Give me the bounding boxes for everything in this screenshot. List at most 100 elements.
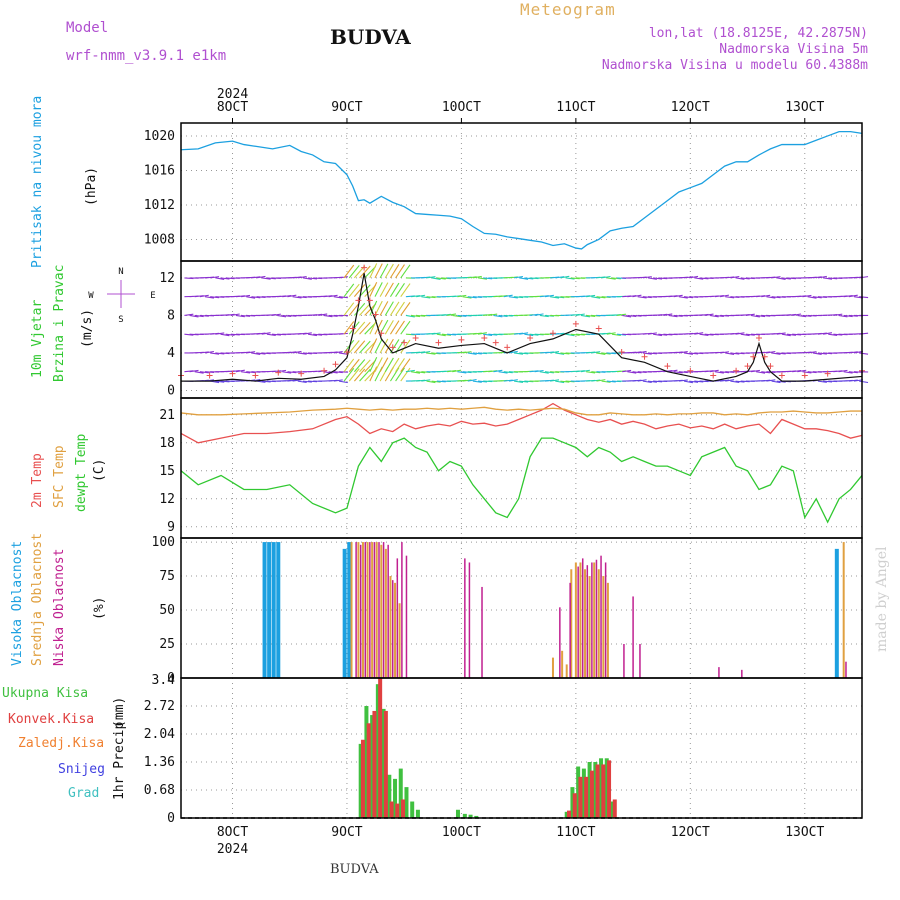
precip-convective-bar bbox=[389, 801, 394, 818]
temp-dewpt-line bbox=[180, 437, 863, 524]
wind-gust-marker bbox=[401, 339, 408, 346]
wind-barb bbox=[241, 371, 251, 374]
wind-barb bbox=[565, 277, 575, 280]
wind-barb bbox=[374, 263, 383, 279]
wind-barb bbox=[359, 303, 371, 316]
wind-barb bbox=[503, 294, 513, 298]
wind-barb bbox=[580, 314, 590, 318]
wind-barb bbox=[596, 379, 606, 382]
wind-gust-marker bbox=[389, 344, 396, 351]
wind-barb bbox=[627, 371, 637, 374]
wind-barb bbox=[859, 332, 869, 335]
precip-convective-bar bbox=[578, 776, 583, 818]
wind-barb bbox=[859, 380, 869, 384]
wind-barb bbox=[539, 314, 549, 318]
wind-barb bbox=[436, 277, 446, 280]
panel-frame bbox=[180, 260, 863, 399]
wind-barb bbox=[694, 380, 704, 383]
wind-barb bbox=[709, 314, 719, 318]
cloud-high-bar bbox=[342, 548, 347, 678]
wind-barb bbox=[750, 314, 760, 318]
wind-gust-marker bbox=[755, 334, 762, 341]
cloud-high-bar bbox=[262, 542, 267, 678]
wind-barb bbox=[395, 367, 405, 382]
wind-barb bbox=[678, 379, 688, 382]
wind-barb bbox=[498, 314, 508, 318]
cloud-low-bar bbox=[845, 661, 847, 678]
pressure-ytick: 1020 bbox=[144, 129, 175, 144]
wind-barb bbox=[756, 314, 766, 318]
precip-total-bar bbox=[599, 758, 604, 818]
wind-barb bbox=[210, 296, 220, 299]
wind-barb bbox=[447, 313, 457, 316]
wind-barb bbox=[277, 314, 287, 318]
wind-barb bbox=[338, 352, 348, 355]
wind-barb bbox=[637, 379, 647, 382]
pressure-ytick: 1012 bbox=[144, 198, 175, 213]
wind-barb bbox=[859, 296, 869, 299]
pressure-ytick: 1016 bbox=[144, 163, 175, 178]
wind-barb bbox=[431, 380, 441, 383]
wind-barb bbox=[637, 350, 647, 354]
wind-barb bbox=[287, 351, 297, 354]
precip-total-bar bbox=[474, 815, 479, 818]
wind-barb bbox=[379, 263, 389, 279]
wind-barb bbox=[359, 321, 371, 335]
wind-barb bbox=[389, 282, 400, 297]
wind-barb bbox=[807, 371, 817, 374]
wind-barb bbox=[550, 379, 560, 382]
wind-barb bbox=[323, 314, 333, 318]
wind-barb bbox=[184, 313, 194, 316]
temp-sfc-line bbox=[180, 406, 862, 416]
precip-total-bar bbox=[462, 813, 467, 818]
wind-gust-marker bbox=[687, 367, 694, 374]
precip-ytick: 1.36 bbox=[144, 755, 175, 770]
wind-barb bbox=[333, 379, 343, 382]
wind-barb bbox=[472, 352, 482, 355]
wind-gust-marker bbox=[549, 330, 556, 337]
wind-barb bbox=[472, 275, 482, 279]
wind-barb bbox=[472, 332, 482, 335]
wind-barb bbox=[483, 277, 493, 280]
wind-barb bbox=[642, 276, 652, 279]
wind-barb bbox=[343, 302, 355, 316]
wind-barb bbox=[513, 380, 524, 384]
wind-barb bbox=[709, 369, 719, 373]
wind-barb bbox=[184, 333, 194, 336]
wind-barb bbox=[637, 296, 647, 299]
wind-barb bbox=[302, 352, 312, 355]
wind-barb bbox=[256, 352, 266, 355]
wind-gust-marker bbox=[572, 320, 579, 327]
wind-gust-marker bbox=[492, 339, 499, 346]
x-tick-top: 10OCT bbox=[442, 100, 481, 115]
precip-total-bar bbox=[398, 768, 403, 818]
wind-barb bbox=[653, 277, 663, 280]
wind-barb bbox=[353, 284, 366, 298]
x-tick-bottom: 13OCT bbox=[785, 825, 824, 840]
wind-barb bbox=[673, 294, 683, 298]
cloud-high-bar bbox=[267, 542, 272, 678]
cloud-mid-bar bbox=[371, 542, 374, 678]
wind-barb bbox=[384, 320, 394, 335]
wind-barb bbox=[678, 351, 688, 354]
cloud-high-bar bbox=[271, 542, 276, 678]
wind-barb bbox=[426, 296, 436, 299]
wind-barb bbox=[807, 351, 817, 354]
wind-barb bbox=[606, 332, 616, 335]
wind-barb bbox=[647, 277, 657, 280]
temp-ytick: 21 bbox=[159, 408, 175, 423]
wind-barb bbox=[369, 281, 378, 297]
wind-barb bbox=[529, 313, 539, 316]
precip-ytick: 0.68 bbox=[144, 783, 175, 798]
x-tick-bottom: 8OCT bbox=[217, 825, 248, 840]
wind-barb bbox=[591, 351, 601, 354]
wind-barb bbox=[817, 352, 827, 355]
wind-barb bbox=[730, 296, 740, 299]
wind-barb bbox=[313, 313, 323, 316]
wind-barb bbox=[225, 277, 235, 280]
wind-gust-marker bbox=[761, 353, 768, 360]
cloud-mid-bar bbox=[579, 562, 582, 678]
wind-gust-marker bbox=[361, 264, 368, 271]
wind-gust-marker bbox=[349, 325, 356, 332]
legend-frozen-rain: Zaledj.Kisa bbox=[18, 736, 105, 751]
